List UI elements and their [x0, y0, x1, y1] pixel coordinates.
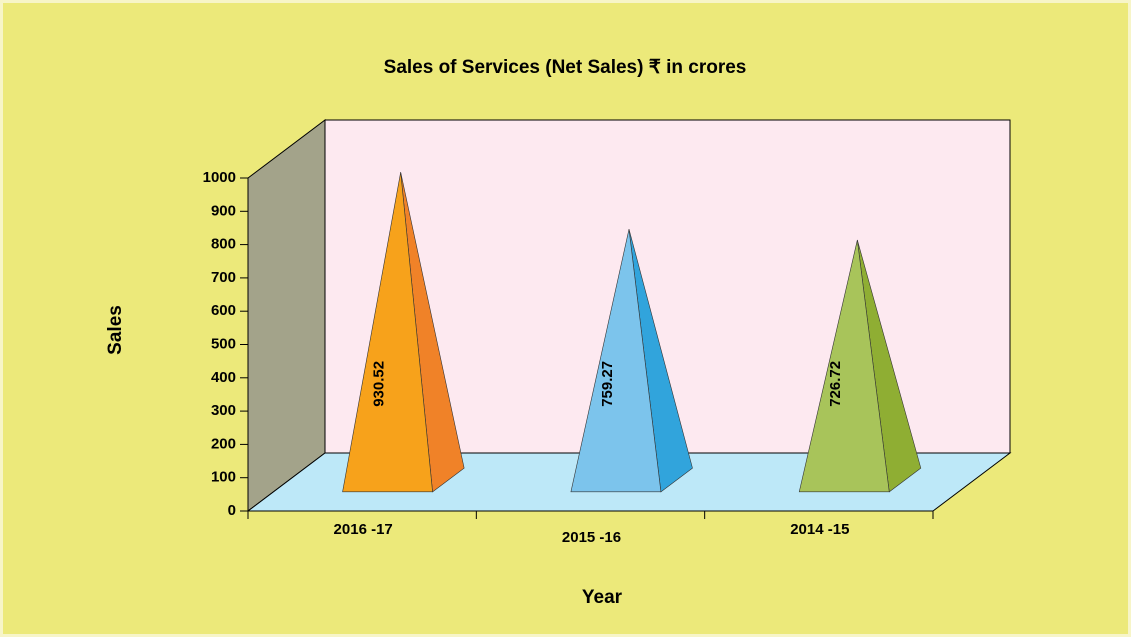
value-label: 759.27: [599, 361, 616, 407]
y-tick-label: 400: [211, 369, 236, 386]
y-tick-label: 0: [228, 502, 236, 519]
x-tick-label: 2015 -16: [562, 529, 621, 546]
y-tick-label: 800: [211, 236, 236, 253]
value-label: 930.52: [371, 361, 388, 407]
y-tick-label: 1000: [203, 169, 236, 186]
pyramid-front: [798, 239, 890, 493]
chart-title: Sales of Services (Net Sales) ₹ in crore…: [384, 57, 747, 78]
value-label: 726.72: [827, 361, 844, 407]
y-axis-title: Sales: [105, 305, 126, 355]
y-tick-label: 500: [211, 335, 236, 352]
y-tick-label: 100: [211, 469, 236, 486]
x-tick-label: 2014 -15: [790, 521, 849, 538]
y-tick-label: 200: [211, 435, 236, 452]
pyramid-front: [342, 172, 433, 493]
y-tick-label: 700: [211, 269, 236, 286]
y-tick-label: 900: [211, 202, 236, 219]
x-tick-label: 2016 -17: [334, 521, 393, 538]
y-tick-label: 300: [211, 402, 236, 419]
x-axis-title: Year: [582, 587, 623, 608]
y-tick-label: 600: [211, 302, 236, 319]
pyramid-front: [570, 229, 662, 493]
side-wall: [247, 118, 326, 513]
